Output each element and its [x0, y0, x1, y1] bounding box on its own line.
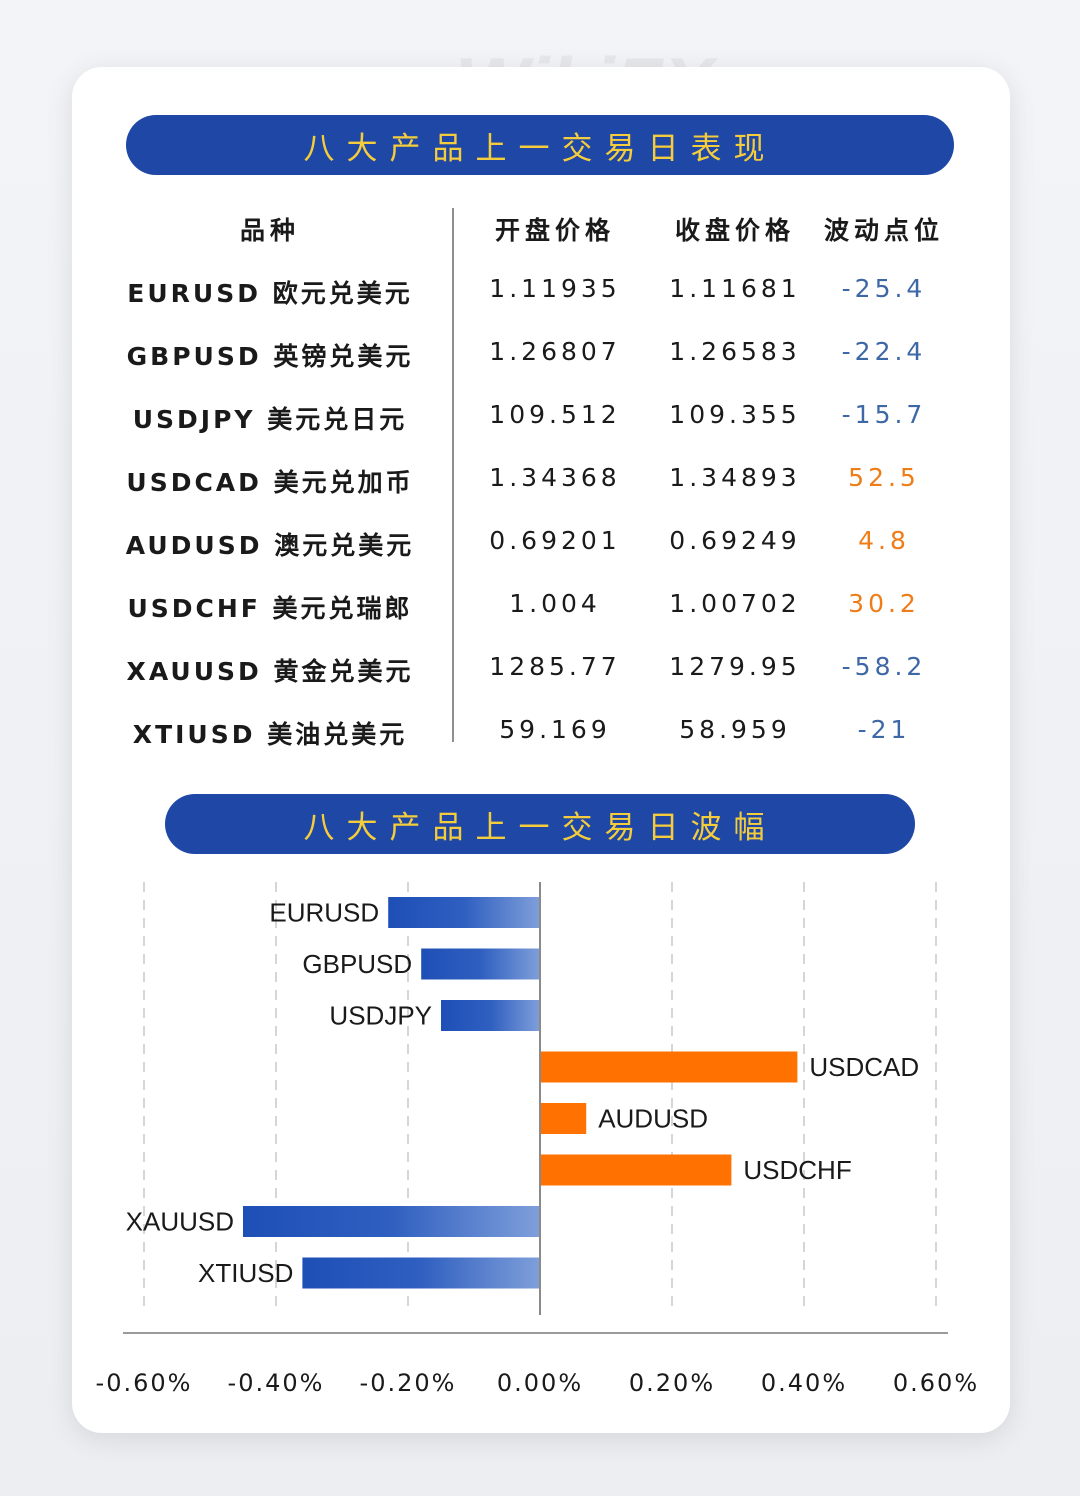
cell-product: XTIUSD 美油兑美元: [132, 720, 408, 749]
bar-usdchf: [540, 1154, 732, 1186]
cell-product: AUDUSD 澳元兑美元: [125, 531, 415, 560]
bar-gbpusd: [421, 948, 540, 980]
cell-change: 30.2: [848, 589, 920, 618]
cell-change: -58.2: [841, 652, 927, 681]
cell-product: USDCAD 美元兑加币: [126, 468, 414, 497]
cell-open: 1.004: [509, 589, 601, 618]
cell-open: 1.26807: [489, 337, 621, 366]
bar-eurusd: [388, 897, 540, 928]
header-open: 开盘价格: [494, 216, 616, 245]
bar-label: GBPUSD: [302, 949, 412, 979]
cell-change: -15.7: [841, 400, 927, 429]
bar-label: XAUUSD: [126, 1207, 234, 1237]
x-tick-label: 0.60%: [893, 1369, 979, 1397]
cell-change: -21: [857, 715, 911, 744]
bar-usdcad: [540, 1051, 798, 1083]
cell-close: 58.959: [679, 715, 791, 744]
cell-open: 1.34368: [489, 463, 621, 492]
bar-label: EURUSD: [269, 898, 379, 928]
header-close: 收盘价格: [674, 216, 796, 245]
cell-change: -22.4: [841, 337, 927, 366]
x-tick-label: 0.40%: [761, 1369, 847, 1397]
cell-open: 1.11935: [489, 274, 621, 303]
cell-close: 1.00702: [669, 589, 801, 618]
cell-product: GBPUSD 英镑兑美元: [126, 342, 414, 371]
x-tick-label: -0.20%: [360, 1369, 457, 1397]
cell-open: 59.169: [499, 715, 611, 744]
cell-close: 109.355: [669, 400, 801, 429]
bar-label: USDJPY: [329, 1001, 432, 1031]
cell-product: USDJPY 美元兑日元: [132, 405, 408, 434]
cell-close: 1279.95: [669, 652, 801, 681]
cell-change: 52.5: [848, 463, 920, 492]
cell-close: 1.34893: [669, 463, 801, 492]
cell-close: 0.69249: [669, 526, 801, 555]
bar-label: XTIUSD: [198, 1258, 293, 1288]
bar-label: USDCAD: [809, 1052, 919, 1082]
bar-label: AUDUSD: [598, 1104, 708, 1134]
cell-open: 0.69201: [489, 526, 621, 555]
bar-xtiusd: [302, 1257, 540, 1289]
table-divider: [452, 208, 454, 742]
chart-title-banner: 八大产品上一交易日波幅: [165, 794, 915, 854]
cell-change: 4.8: [858, 526, 910, 555]
cell-close: 1.26583: [669, 337, 801, 366]
x-tick-label: -0.60%: [96, 1369, 193, 1397]
header-change: 波动点位: [823, 216, 945, 245]
x-tick-label: 0.20%: [629, 1369, 715, 1397]
chart-title: 八大产品上一交易日波幅: [303, 809, 777, 846]
x-tick-label: 0.00%: [497, 1369, 583, 1397]
cell-product: XAUUSD 黄金兑美元: [126, 657, 414, 686]
cell-open: 1285.77: [489, 652, 621, 681]
bar-label: USDCHF: [743, 1155, 851, 1185]
bar-usdjpy: [441, 1000, 540, 1031]
table-title: 八大产品上一交易日表现: [303, 130, 777, 167]
cell-change: -25.4: [841, 274, 927, 303]
bar-audusd: [540, 1103, 587, 1134]
bar-xauusd: [243, 1206, 540, 1237]
cell-close: 1.11681: [669, 274, 801, 303]
header-product: 品种: [239, 216, 301, 245]
cell-product: USDCHF 美元兑瑞郎: [127, 594, 413, 623]
cell-open: 109.512: [489, 400, 621, 429]
cell-product: EURUSD 欧元兑美元: [127, 279, 413, 308]
table-title-banner: 八大产品上一交易日表现: [126, 115, 954, 175]
x-tick-label: -0.40%: [228, 1369, 325, 1397]
